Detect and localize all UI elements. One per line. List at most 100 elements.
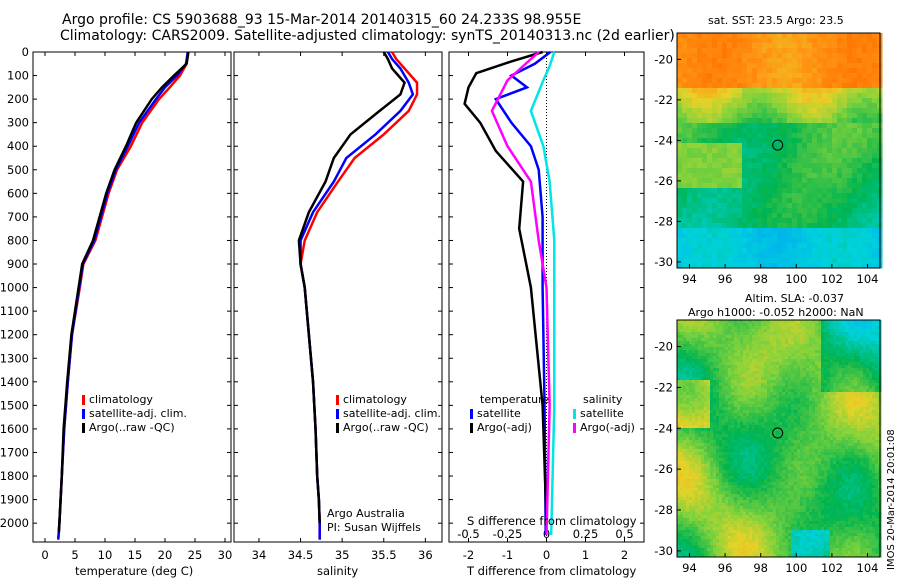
map-cell [848, 401, 852, 405]
map-cell [817, 98, 823, 104]
map-cell [692, 374, 696, 378]
map-cell [767, 48, 773, 54]
map-cell [815, 398, 819, 402]
map-cell [692, 323, 696, 327]
map-cell [704, 368, 708, 372]
map-cell [737, 416, 741, 420]
map-cell [695, 359, 699, 363]
map-cell [697, 168, 703, 174]
map-cell [821, 332, 825, 336]
map-cell [803, 425, 807, 429]
map-cell [710, 434, 714, 438]
map-cell [817, 33, 823, 39]
map-cell [782, 383, 786, 387]
map-cell [737, 407, 741, 411]
map-cell [857, 208, 863, 214]
map-cell [728, 413, 732, 417]
map-cell [817, 238, 823, 244]
map-cell [818, 425, 822, 429]
map-cell [772, 248, 778, 254]
map-cell [695, 410, 699, 414]
map-cell [854, 371, 858, 375]
map-cell [821, 377, 825, 381]
map-cell [833, 356, 837, 360]
map-cell [737, 63, 743, 69]
map-cell [785, 386, 789, 390]
y-tick-label: 700 [7, 210, 29, 224]
map-cell [722, 53, 728, 59]
map-cell [746, 374, 750, 378]
map-cell [692, 258, 698, 264]
map-cell [857, 338, 861, 342]
map-cell [722, 193, 728, 199]
map-cell [767, 347, 771, 351]
map-cell [701, 362, 705, 366]
map-cell [746, 347, 750, 351]
map-cell [837, 113, 843, 119]
map-cell [686, 344, 690, 348]
map-cell [807, 48, 813, 54]
map-cell [747, 98, 753, 104]
map-cell [817, 198, 823, 204]
map-cell [692, 218, 698, 224]
map-cell [788, 353, 792, 357]
map-cell [697, 68, 703, 74]
map-cell [695, 362, 699, 366]
map-cell [791, 344, 795, 348]
map-cell [869, 428, 873, 432]
map-cell [712, 118, 718, 124]
map-cell [875, 326, 879, 330]
map-cell [737, 223, 743, 229]
map-cell [776, 386, 780, 390]
map-cell [866, 419, 870, 423]
map-cell [677, 344, 681, 348]
map-cell [776, 368, 780, 372]
map-cell [822, 193, 828, 199]
map-cell [732, 228, 738, 234]
map-cell [752, 43, 758, 49]
map-cell [785, 380, 789, 384]
map-cell [717, 203, 723, 209]
map-cell [842, 213, 848, 219]
map-cell [677, 33, 683, 39]
map-cell [743, 392, 747, 396]
map-cell [833, 380, 837, 384]
map-cell [749, 380, 753, 384]
map-cell [863, 413, 867, 417]
map-cell [827, 193, 833, 199]
map-cell [722, 138, 728, 144]
map-cell [692, 443, 696, 447]
map-cell [802, 93, 808, 99]
map-cell [773, 350, 777, 354]
map-cell [842, 183, 848, 189]
map-cell [761, 404, 765, 408]
map-cell [862, 233, 868, 239]
map-cell [837, 63, 843, 69]
map-cell [727, 208, 733, 214]
map-cell [692, 392, 696, 396]
map-cell [749, 431, 753, 435]
map-cell [842, 389, 846, 393]
map-cell [742, 228, 748, 234]
map-cell [752, 323, 756, 327]
map-cell [743, 350, 747, 354]
map-cell [719, 389, 723, 393]
map-cell [762, 253, 768, 259]
map-cell [851, 410, 855, 414]
map-cell [728, 359, 732, 363]
x-tick-label: 94 [682, 272, 697, 286]
map-cell [747, 108, 753, 114]
map-cell [860, 425, 864, 429]
map-cell [815, 362, 819, 366]
map-cell [702, 253, 708, 259]
map-cell [792, 113, 798, 119]
map-cell [827, 238, 833, 244]
map-cell [686, 431, 690, 435]
map-cell [755, 419, 759, 423]
map-cell [867, 233, 873, 239]
map-cell [792, 243, 798, 249]
map-cell [737, 263, 743, 269]
map-cell [824, 350, 828, 354]
map-cell [737, 218, 743, 224]
map-cell [857, 188, 863, 194]
